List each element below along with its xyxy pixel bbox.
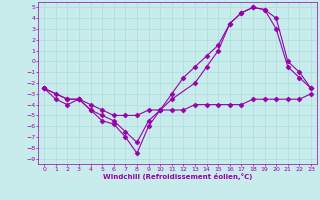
X-axis label: Windchill (Refroidissement éolien,°C): Windchill (Refroidissement éolien,°C) — [103, 173, 252, 180]
